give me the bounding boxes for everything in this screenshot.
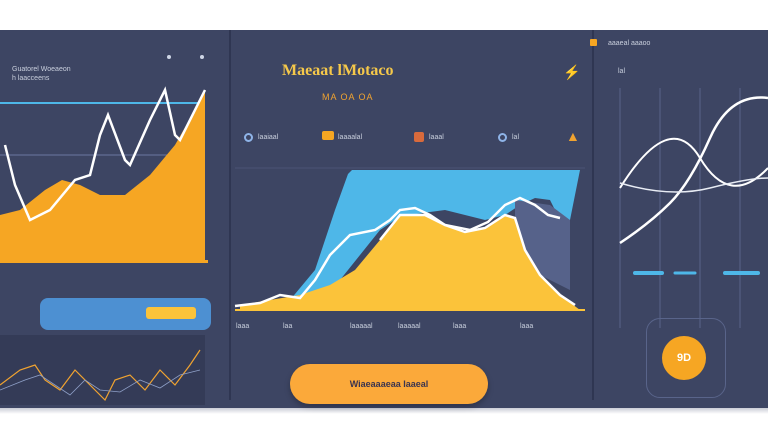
- page-title: Maeaat lMotaco: [282, 62, 394, 79]
- legend-label: laaiaal: [258, 134, 279, 141]
- left-panel-label: Guatorel Woeaeon: [12, 66, 71, 73]
- left-sparkline-chart: [0, 335, 205, 405]
- legend-label: laaal: [429, 134, 444, 141]
- main-area-chart: [234, 167, 585, 311]
- right-panel-marker: [590, 39, 597, 46]
- main-chart-line-lower: [379, 213, 576, 307]
- left-chart-line: [3, 86, 207, 222]
- right-line-chart: [619, 88, 768, 328]
- x-axis-tick: laaa: [520, 323, 534, 330]
- panel-divider-left: [229, 30, 231, 400]
- left-area-chart: [0, 86, 208, 263]
- x-axis-tick: laaaaal: [350, 323, 373, 330]
- badge-label: 9D: [676, 352, 692, 364]
- sparkline-grey: [0, 369, 201, 396]
- right-panel-top-label: aaaeal aaaoo: [608, 40, 651, 47]
- left-progress-fill: [146, 307, 196, 319]
- legend-marker: [498, 133, 507, 142]
- badge-frame: [646, 318, 726, 398]
- main-chart-yellow-area: [240, 215, 580, 310]
- briefcase-icon: [322, 131, 334, 140]
- x-axis-tick: laa: [283, 323, 293, 330]
- dot-icon: [200, 55, 204, 59]
- primary-action-label: Wiaeaaaeaa Iaaeal: [349, 379, 429, 389]
- bolt-icon: ⚡: [563, 64, 581, 80]
- primary-action-button[interactable]: Wiaeaaaeaa Iaaeal: [290, 364, 488, 404]
- page-subtitle: MA OA OA: [322, 92, 374, 102]
- badge-button[interactable]: 9D: [662, 336, 706, 380]
- left-chart-base: [0, 260, 208, 263]
- main-chart-line-upper: [234, 196, 561, 308]
- left-panel-sublabel: h laacceens: [12, 75, 50, 82]
- flame-icon: ▲: [566, 128, 580, 144]
- x-axis-tick: laaa: [453, 323, 467, 330]
- x-axis-tick: laaaaal: [398, 323, 421, 330]
- right-chart-line-b: [619, 137, 768, 189]
- left-chart-area: [0, 90, 205, 260]
- x-axis-tick: laaa: [236, 323, 250, 330]
- frame-shadow: [0, 408, 768, 414]
- legend-label: lal: [512, 134, 520, 141]
- sparkline-orange: [0, 349, 201, 402]
- right-panel-small-label: lal: [618, 68, 626, 75]
- pin-icon: [167, 55, 171, 59]
- legend-swatch: [414, 132, 424, 142]
- right-chart-line-c: [619, 177, 768, 193]
- panel-divider-right: [592, 30, 594, 400]
- right-chart-line-a: [619, 96, 768, 245]
- legend-marker: [244, 133, 253, 142]
- legend-label: laaaalal: [338, 134, 363, 141]
